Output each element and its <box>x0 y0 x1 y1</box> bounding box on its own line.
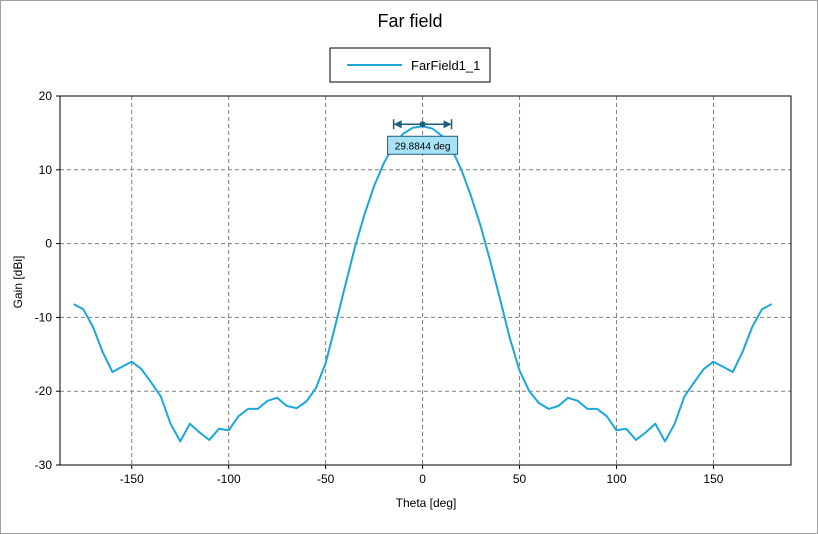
beamwidth-label-box <box>387 135 459 155</box>
legend-label: FarField1_1 <box>411 58 480 73</box>
x-axis-label: Theta [deg] <box>396 496 457 510</box>
y-tick-label: -30 <box>35 458 53 472</box>
y-tick-label: -10 <box>35 310 53 324</box>
y-tick-label: 10 <box>39 163 53 177</box>
x-tick-label: 0 <box>419 472 426 486</box>
beamwidth-right-arrow <box>443 120 452 129</box>
y-tick-label: 20 <box>39 89 53 103</box>
x-tick-label: 50 <box>513 472 527 486</box>
beamwidth-label: 29.8844 deg <box>395 141 451 152</box>
beamwidth-left-arrow <box>393 120 402 129</box>
y-tick-label: 0 <box>45 237 52 251</box>
y-tick-label: -20 <box>35 384 53 398</box>
plot-area <box>59 95 792 466</box>
x-tick-label: -150 <box>120 472 144 486</box>
x-tick-label: -100 <box>217 472 241 486</box>
x-tick-label: -50 <box>317 472 335 486</box>
x-tick-label: 100 <box>606 472 626 486</box>
x-tick-label: 150 <box>703 472 723 486</box>
legend: FarField1_1 <box>329 47 491 83</box>
peak-marker <box>419 121 426 128</box>
beamwidth-annotation: 29.8844 deg <box>387 119 459 155</box>
chart-title: Far field <box>377 11 442 31</box>
grid <box>56 95 791 469</box>
y-axis-label: Gain [dBi] <box>11 256 25 309</box>
